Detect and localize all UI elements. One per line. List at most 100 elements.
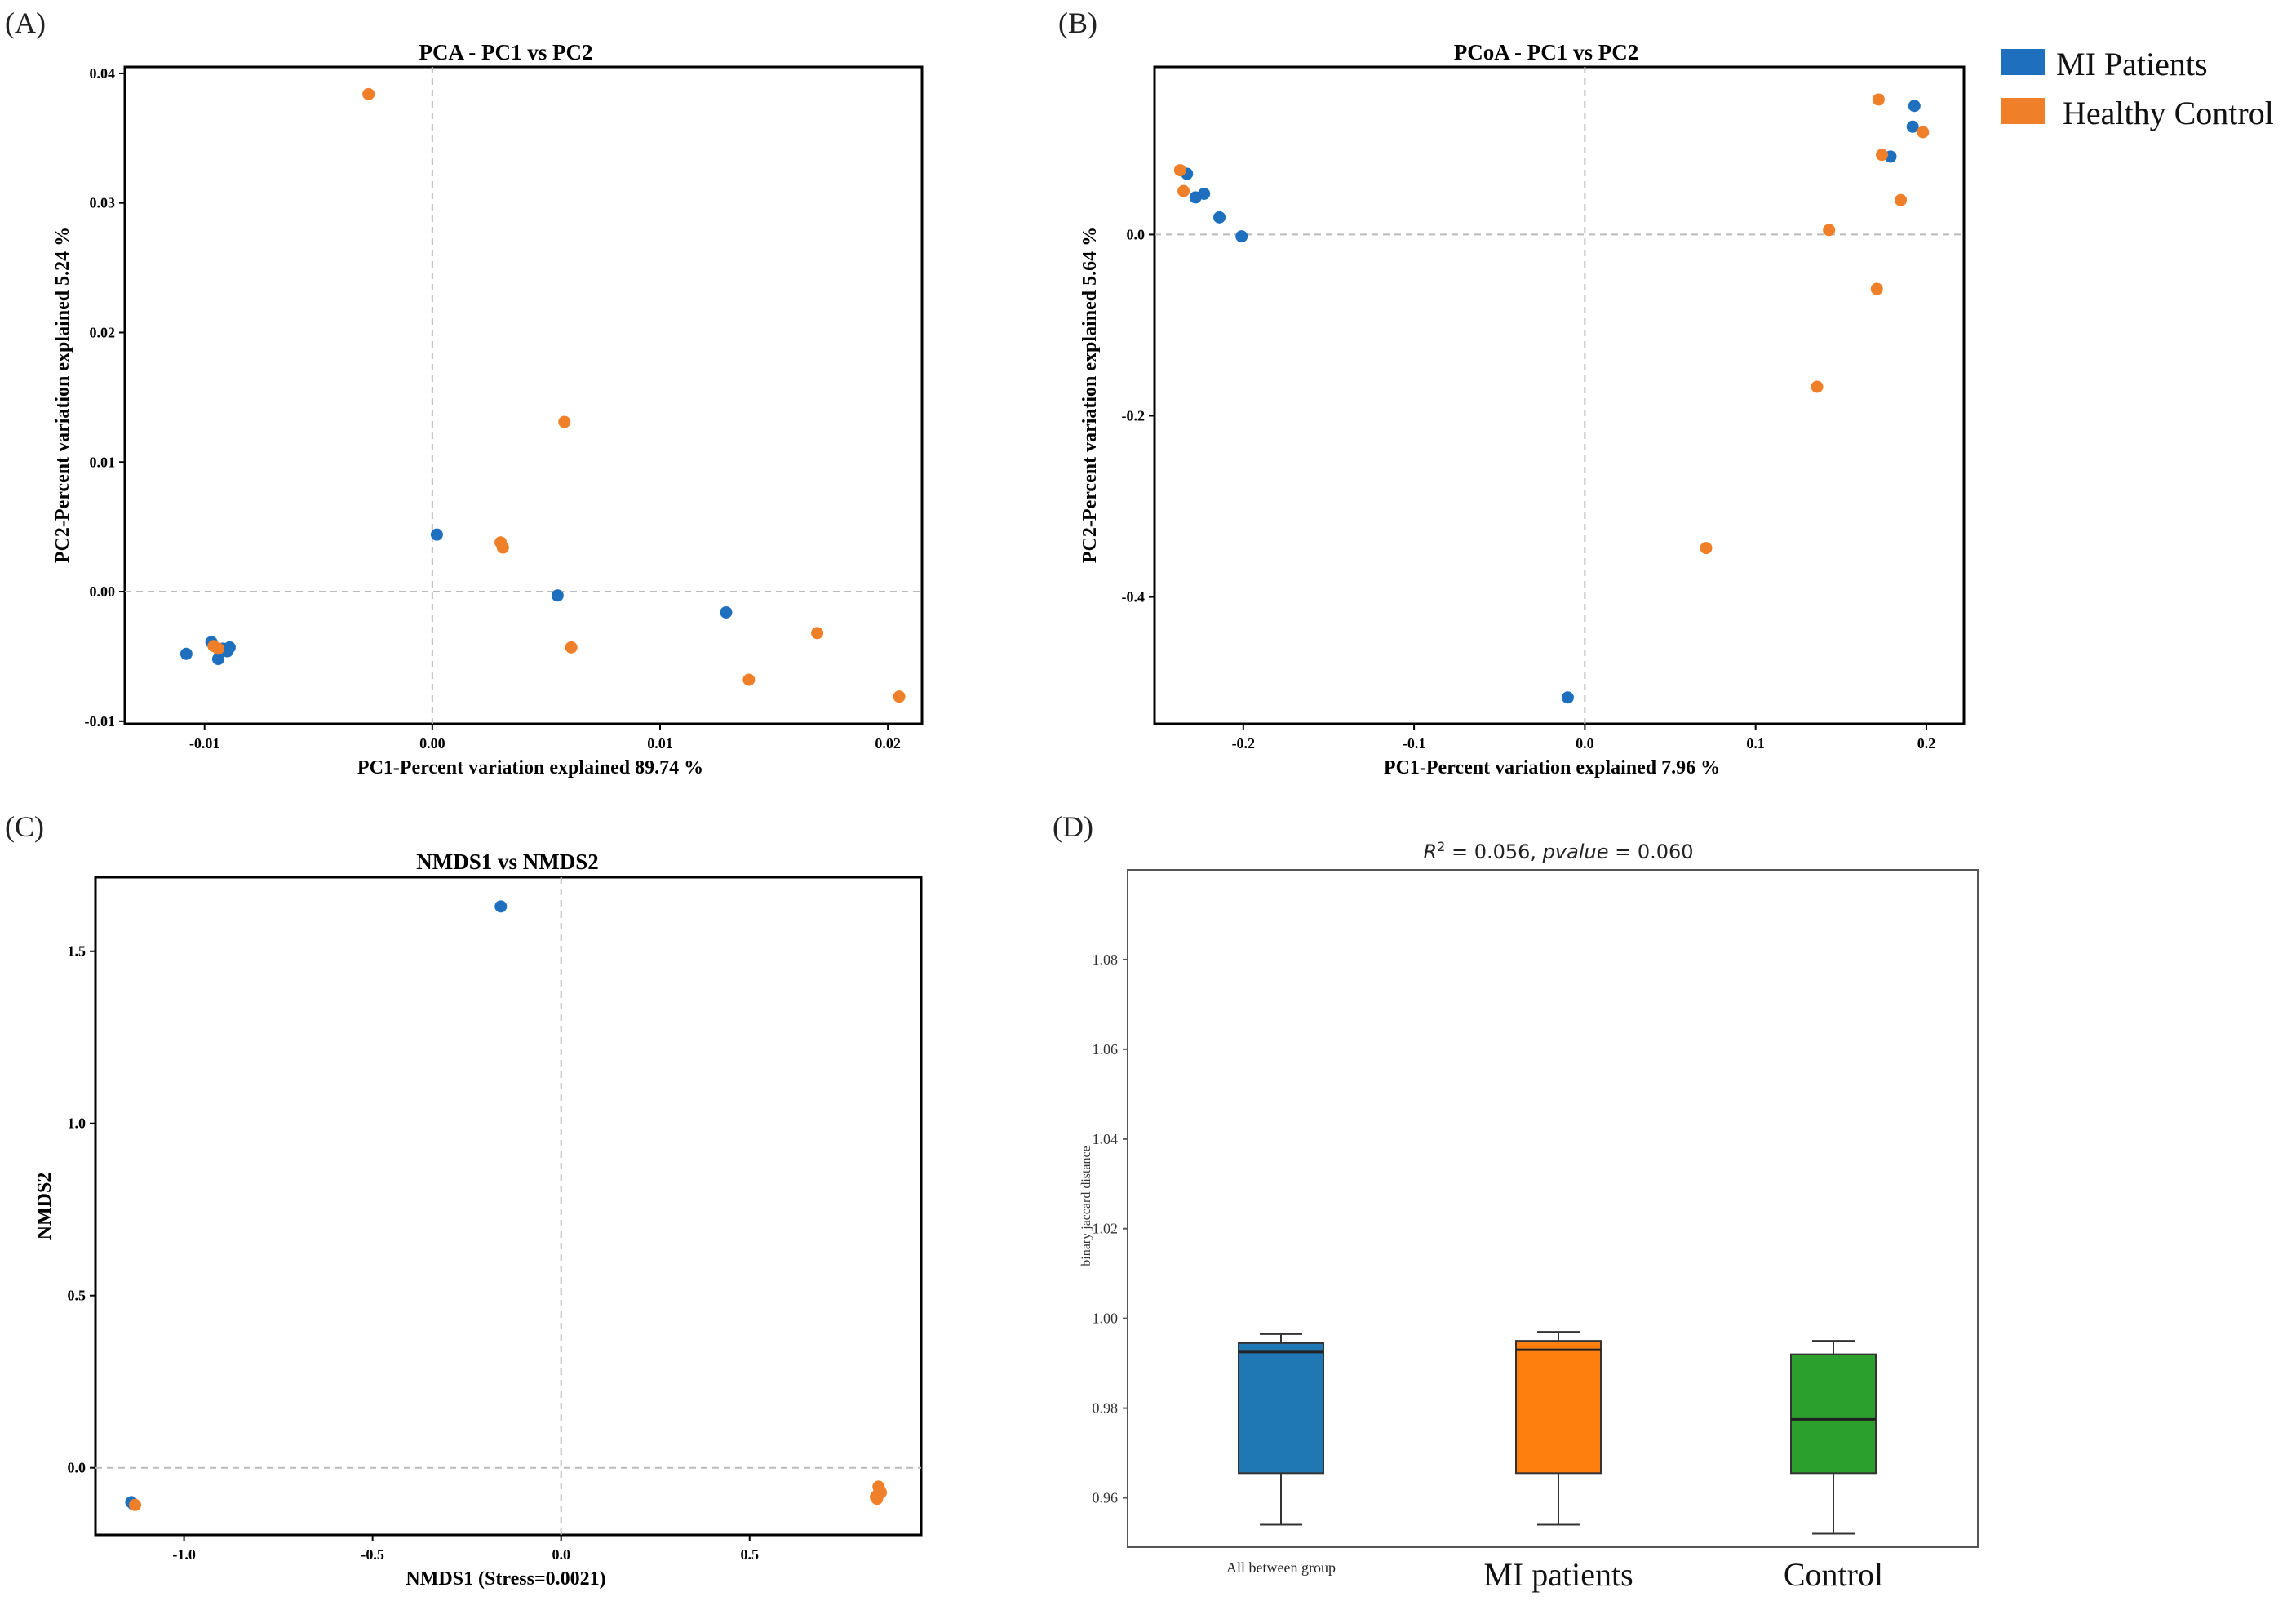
legend-label-healthy-control: Healthy Control	[2063, 95, 2274, 131]
panel-b-frame	[1153, 65, 1966, 725]
panel-b-point-mi-patients	[1198, 187, 1211, 200]
panel-b-point-healthy-control	[1870, 282, 1883, 295]
panel-c-y-tick-label: 1.0	[68, 1115, 86, 1132]
panel-b-point-healthy-control	[1895, 193, 1908, 206]
legend-swatch-mi-patients	[2001, 49, 2045, 75]
panel-d-frame	[1127, 869, 1979, 1548]
panel-a-point-healthy-control	[565, 641, 578, 654]
panel-b-point-mi-patients	[1213, 211, 1226, 224]
panel-c-point-healthy-control	[129, 1498, 142, 1511]
panel-a-reference-lines	[125, 67, 922, 724]
panel-d-title-r: R	[1423, 840, 1437, 863]
panel-a-y-tick-label: 0.01	[90, 454, 116, 470]
panel-d-title-pvalue: = 0.060	[1608, 840, 1693, 863]
panel-b-point-healthy-control	[1876, 149, 1889, 162]
panel-a-y-ticks: -0.01 0.00 0.01 0.02 0.03 0.04	[85, 65, 125, 730]
panel-a-point-mi-patients	[430, 528, 443, 541]
panel-c-reference-lines	[95, 877, 921, 1535]
panel-d-title-r2-value: = 0.056,	[1445, 840, 1542, 863]
panel-d-y-tick-label: 0.98	[1093, 1400, 1119, 1417]
panel-a-y-axis-label: PC2-Percent variation explained 5.24 %	[52, 227, 73, 563]
panel-b-x-tick-label: 0.0	[1576, 735, 1594, 752]
panel-d-boxes	[1238, 1331, 1877, 1535]
panel-a-x-tick-label: 0.02	[875, 735, 901, 752]
panel-d-title-pvalue-word: pvalue	[1542, 840, 1609, 863]
panel-a-y-tick-label: 0.02	[90, 324, 116, 340]
panel-a-x-ticks: -0.01 0.00 0.01 0.02	[189, 724, 901, 752]
panel-b-x-tick-label: -0.1	[1403, 735, 1426, 752]
panel-b-point-mi-patients	[1235, 230, 1248, 243]
panel-c-frame	[94, 876, 923, 1537]
legend: MI Patients Healthy Control	[2001, 46, 2274, 131]
panel-c-y-tick-label: 1.5	[68, 943, 86, 960]
panel-b-point-healthy-control	[1700, 542, 1713, 555]
panel-b-point-healthy-control	[1823, 224, 1836, 237]
panel-a-y-tick-label: 0.03	[90, 195, 116, 211]
panel-b-x-ticks: -0.2 -0.1 0.0 0.1 0.2	[1232, 724, 1936, 752]
panel-a-point-healthy-control	[362, 87, 375, 100]
panel-c-x-axis-label: NMDS1 (Stress=0.0021)	[406, 1568, 605, 1590]
panel-a-point-healthy-control	[893, 690, 906, 703]
panel-d: (D) R2 = 0.056, pvalue = 0.060 0.96 0.98 1…	[1053, 810, 1979, 1593]
panel-d-label: (D)	[1053, 810, 1093, 843]
panel-d-x-category-control: Control	[1784, 1556, 1883, 1593]
panel-b-x-tick-label: -0.2	[1232, 735, 1256, 752]
panel-c-y-tick-label: 0.5	[68, 1288, 86, 1304]
panel-d-y-ticks: 0.96 0.98 1.00 1.02 1.04 1.06 1.08	[1093, 951, 1128, 1506]
panel-a-y-tick-label: 0.04	[90, 65, 116, 82]
panel-c-x-tick-label: -1.0	[172, 1546, 196, 1563]
panel-a: (A) PCA - PC1 vs PC2 -0.01 0.00 0.01 0.02 -…	[5, 7, 924, 778]
panel-a-y-tick-label: -0.01	[85, 713, 116, 730]
panel-b-point-healthy-control	[1872, 93, 1885, 106]
panel-c-y-ticks: 0.0 0.5 1.0 1.5	[68, 943, 95, 1476]
panel-a-point-healthy-control	[496, 541, 509, 554]
panel-a-point-mi-patients	[551, 589, 564, 602]
panel-b-points	[1173, 93, 1930, 704]
panel-d-x-categories: All between group MI patients Control	[1226, 1556, 1883, 1593]
panel-b-point-healthy-control	[1177, 184, 1190, 197]
panel-d-y-axis-label: binary jaccard distance	[1079, 1146, 1093, 1266]
panel-b: (B) PCoA - PC1 vs PC2 -0.2 -0.1 0.0 0.1 0.2 …	[1058, 7, 1966, 778]
panel-b-y-tick-label: 0.0	[1127, 226, 1146, 242]
box-all-between-group	[1238, 1342, 1324, 1475]
panel-a-x-tick-label: 0.01	[647, 735, 673, 752]
panel-b-y-tick-label: -0.4	[1122, 589, 1146, 605]
panel-b-y-axis-label: PC2-Percent variation explained 5.64 %	[1079, 227, 1101, 563]
panel-a-point-mi-patients	[223, 641, 236, 654]
panel-a-title: PCA - PC1 vs PC2	[419, 40, 593, 64]
panel-b-point-healthy-control	[1173, 164, 1186, 177]
panel-b-x-axis-label: PC1-Percent variation explained 7.96 %	[1384, 757, 1720, 778]
panel-c: (C) NMDS1 vs NMDS2 -1.0 -0.5 0.0 0.5 0.0 0.5…	[5, 810, 923, 1590]
panel-c-x-tick-label: 0.0	[552, 1546, 570, 1563]
box-control	[1790, 1353, 1877, 1475]
panel-b-point-mi-patients	[1908, 100, 1921, 113]
panel-d-y-tick-label: 1.04	[1093, 1131, 1119, 1147]
panel-c-x-tick-label: -0.5	[361, 1546, 384, 1563]
panel-b-reference-lines	[1155, 67, 1964, 724]
panel-b-point-mi-patients	[1561, 691, 1574, 704]
panel-b-point-healthy-control	[1811, 380, 1824, 393]
panel-b-x-tick-label: 0.2	[1917, 735, 1936, 752]
panel-a-x-tick-label: -0.01	[189, 735, 220, 752]
panel-b-y-tick-label: -0.2	[1122, 407, 1146, 424]
panel-c-label: (C)	[5, 810, 44, 843]
panel-a-point-healthy-control	[811, 627, 824, 640]
panel-a-points	[180, 87, 906, 703]
panel-a-point-mi-patients	[211, 653, 224, 666]
panel-a-x-tick-label: 0.00	[419, 735, 445, 752]
panel-a-point-healthy-control	[742, 673, 756, 686]
panel-a-point-healthy-control	[211, 642, 224, 655]
panel-c-y-tick-label: 0.0	[68, 1460, 86, 1476]
panel-d-title: R2 = 0.056, pvalue = 0.060	[1423, 839, 1693, 864]
panel-b-point-mi-patients	[1906, 120, 1919, 133]
panel-c-x-ticks: -1.0 -0.5 0.0 0.5	[172, 1535, 759, 1563]
panel-c-points	[125, 900, 888, 1511]
panel-a-point-mi-patients	[180, 647, 193, 660]
panel-d-x-category-all-between-group: All between group	[1226, 1559, 1336, 1576]
panel-c-y-axis-label: NMDS2	[34, 1173, 55, 1240]
panel-a-frame	[123, 65, 924, 725]
legend-label-mi-patients: MI Patients	[2056, 46, 2208, 82]
panel-d-y-tick-label: 1.00	[1093, 1311, 1119, 1327]
box-mi-patients	[1515, 1340, 1602, 1475]
